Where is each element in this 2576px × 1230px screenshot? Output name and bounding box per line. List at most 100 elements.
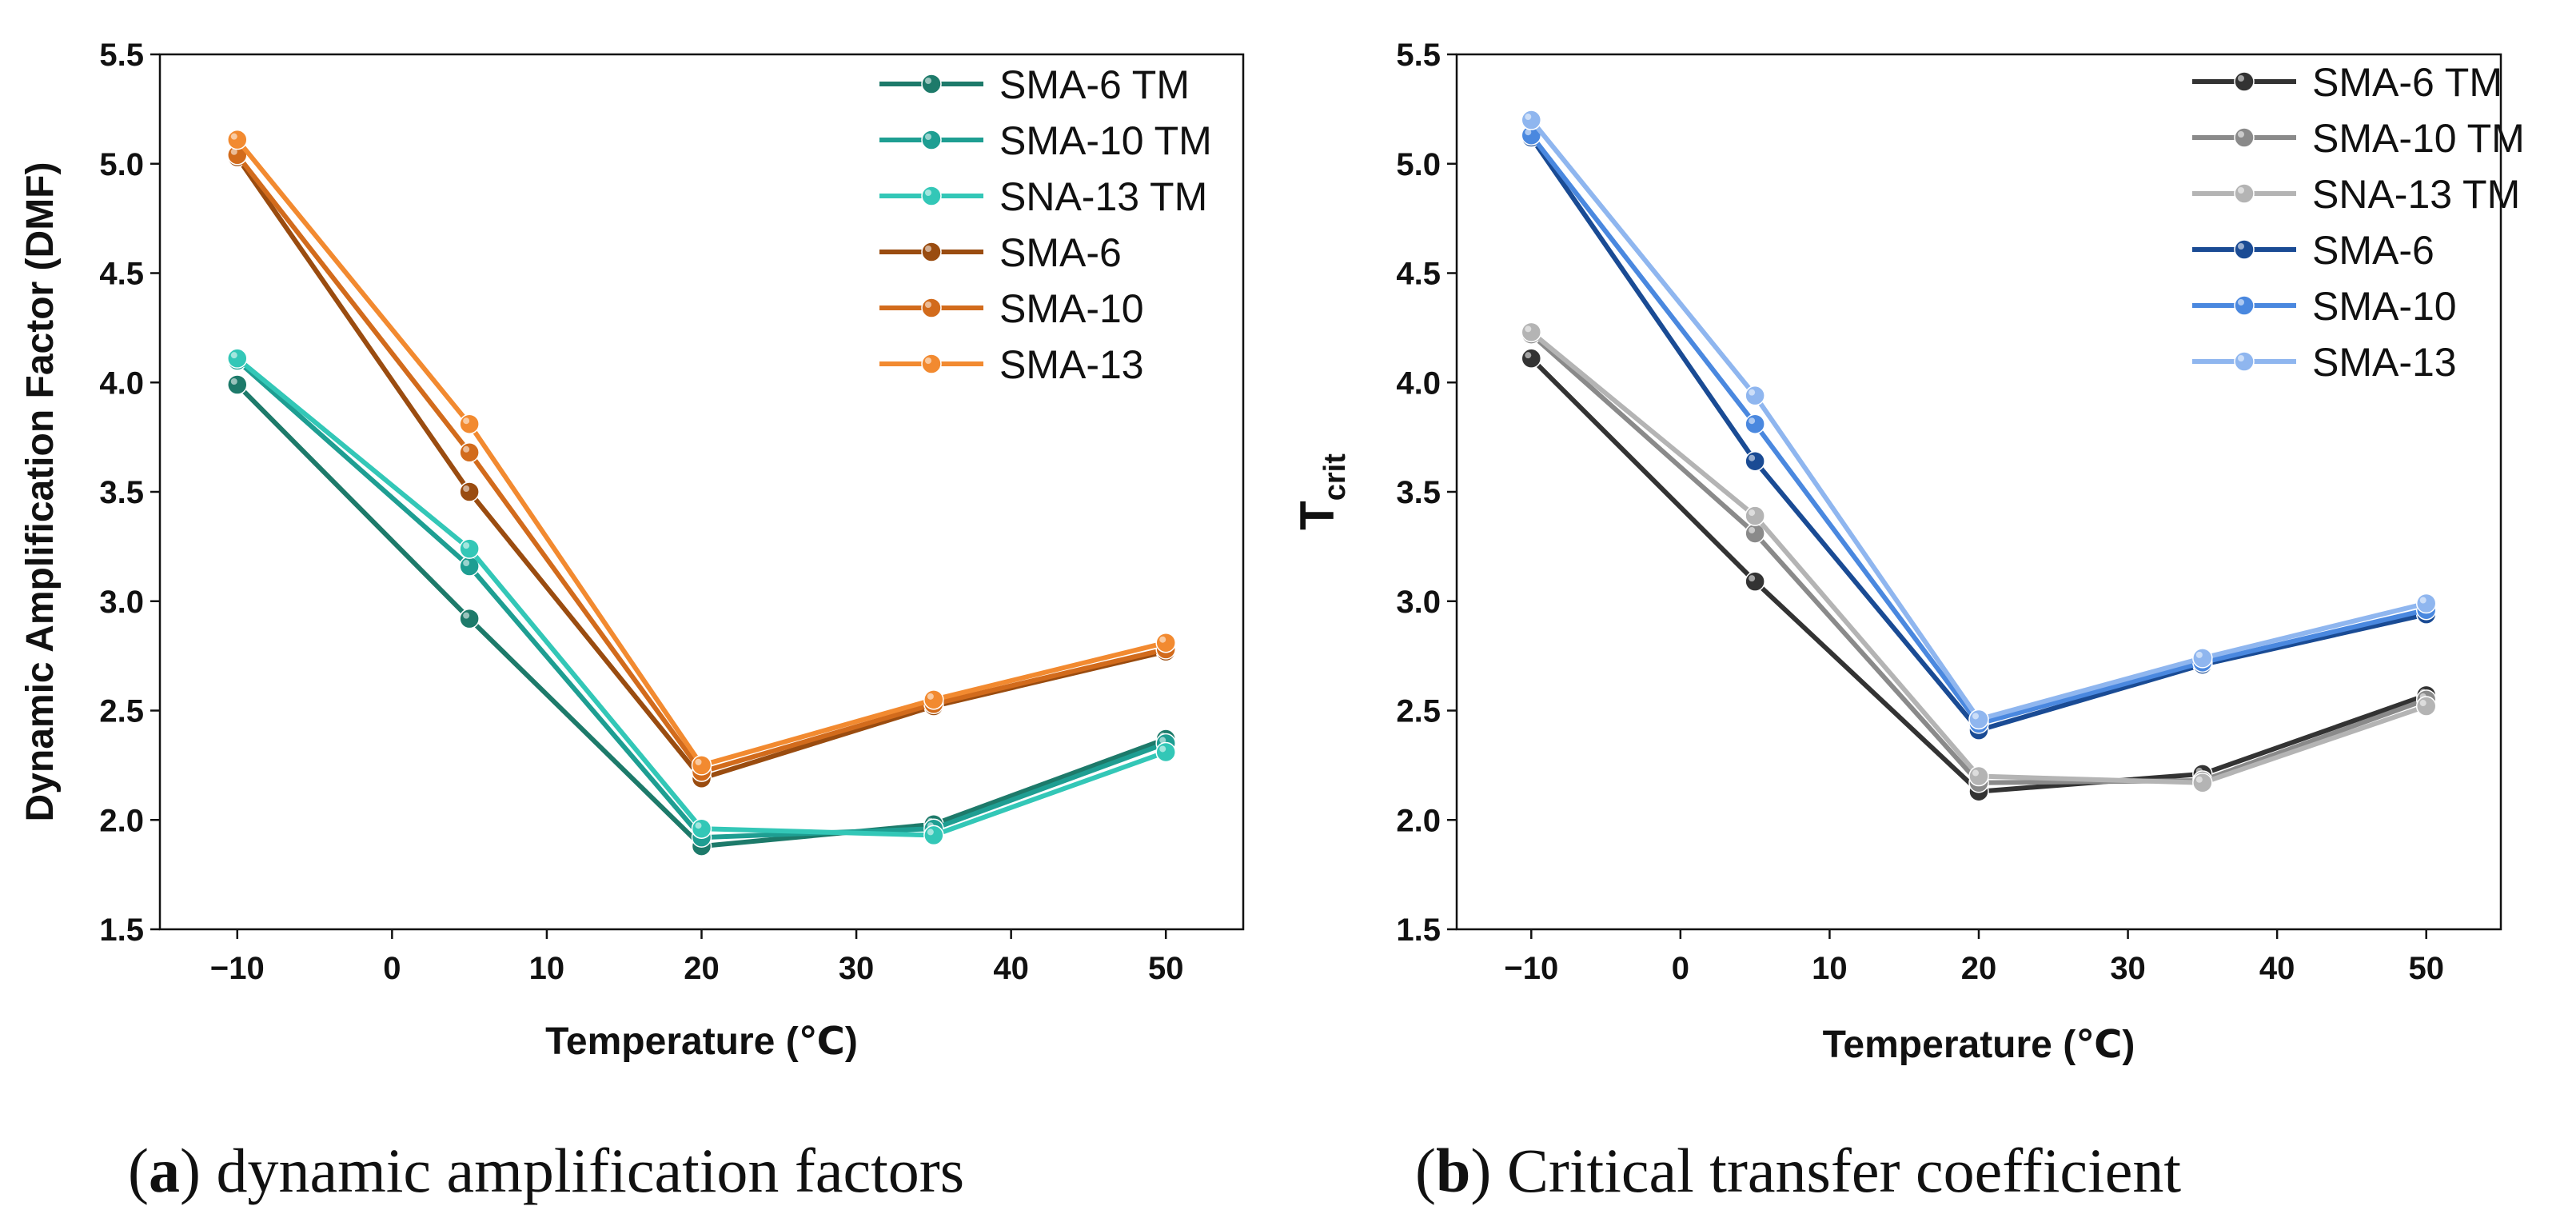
data-point [1155, 741, 1176, 763]
legend-marker-highlight [2238, 243, 2244, 250]
caption-open-paren: ( [128, 1136, 149, 1205]
data-point-highlight [927, 829, 934, 836]
legend-marker-highlight [925, 302, 931, 308]
data-point-highlight [695, 822, 702, 829]
legend-entry-label: SMA-10 [2312, 284, 2457, 329]
panel-caption: (b) Critical transfer coefficient [1415, 1136, 2181, 1205]
legend-entry-label: SMA-13 [2312, 340, 2457, 385]
y-axis-title: Dynamic Amplification Factor (DMF) [19, 162, 62, 822]
legend-entry-label: SMA-10 TM [999, 118, 1212, 163]
data-point [923, 825, 944, 846]
y-tick-label: 2.5 [99, 694, 144, 729]
x-tick-label: 30 [839, 951, 875, 986]
data-point [2415, 593, 2437, 614]
legend-marker [921, 242, 942, 262]
legend-entry-label: SMA-6 TM [999, 62, 1190, 107]
y-tick-label: 2.0 [99, 803, 144, 838]
legend-marker-highlight [925, 246, 931, 252]
legend-marker-highlight [2238, 299, 2244, 306]
data-point [459, 481, 480, 502]
data-point [227, 129, 248, 150]
data-point-highlight [1525, 114, 1532, 121]
y-tick-label: 2.5 [1396, 694, 1441, 729]
legend-marker [2234, 127, 2255, 148]
legend-marker-highlight [925, 357, 931, 364]
data-point [691, 755, 712, 776]
data-point [1968, 709, 1989, 730]
legend-marker [2234, 295, 2255, 316]
legend-entry-label: SNA-13 TM [2312, 172, 2520, 217]
data-point [1155, 632, 1176, 653]
data-point [1521, 110, 1542, 130]
legend-entry-label: SMA-13 [999, 342, 1144, 387]
legend-entry-label: SMA-10 TM [2312, 116, 2525, 161]
data-point-highlight [1749, 417, 1756, 425]
data-point-highlight [927, 693, 934, 700]
data-point-highlight [2419, 597, 2426, 604]
y-tick-label: 3.5 [1396, 475, 1441, 510]
x-axis-title: Temperature (℃) [1823, 1024, 2135, 1066]
data-point-highlight [1749, 389, 1756, 396]
y-tick-label: 3.5 [99, 475, 144, 510]
data-point [227, 348, 248, 369]
legend-marker-highlight [925, 78, 931, 84]
x-tick-label: −10 [210, 951, 265, 986]
data-point [1521, 321, 1542, 343]
data-point-highlight [463, 445, 470, 453]
data-point-highlight [1159, 636, 1166, 643]
data-point [1745, 571, 1765, 592]
legend-marker [2234, 239, 2255, 260]
data-point [1745, 450, 1765, 472]
x-tick-label: 20 [1961, 951, 1997, 986]
data-point-highlight [230, 148, 237, 155]
x-axis-title: Temperature (℃) [545, 1020, 858, 1063]
legend-marker [2234, 71, 2255, 92]
y-axis-title: Tcrit [1290, 453, 1352, 530]
data-point [1521, 348, 1542, 369]
x-tick-label: 20 [684, 951, 720, 986]
data-point-highlight [1749, 526, 1756, 533]
caption-text: dynamic amplification factors [216, 1136, 964, 1205]
legend-marker-highlight [925, 190, 931, 196]
legend-entry-label: SMA-6 [2312, 228, 2434, 273]
legend-entry-label: SNA-13 TM [999, 174, 1207, 219]
y-tick-label: 4.5 [99, 257, 144, 292]
data-point-highlight [230, 352, 237, 359]
y-tick-label: 4.5 [1396, 257, 1441, 292]
x-tick-label: 0 [383, 951, 401, 986]
y-tick-label: 1.5 [1396, 913, 1441, 948]
series-line-b-5 [1529, 118, 2429, 722]
legend-marker-highlight [2238, 75, 2244, 82]
y-tick-label: 3.0 [1396, 585, 1441, 620]
y-tick-label: 5.5 [1396, 38, 1441, 73]
panel-caption: (a) dynamic amplification factors [128, 1136, 964, 1205]
data-point [459, 538, 480, 559]
legend-marker-highlight [2238, 355, 2244, 361]
x-tick-label: 40 [993, 951, 1029, 986]
data-point [1745, 413, 1765, 434]
y-tick-label: 2.0 [1396, 803, 1441, 838]
legend-marker [921, 74, 942, 94]
caption-text: Critical transfer coefficient [1507, 1136, 2181, 1205]
data-point-highlight [463, 559, 470, 566]
legend-marker [921, 186, 942, 206]
legend-marker [921, 298, 942, 318]
data-point [2192, 773, 2213, 793]
data-point [227, 374, 248, 395]
data-point [459, 442, 480, 463]
legend-marker [921, 130, 942, 150]
data-point-highlight [1159, 745, 1166, 753]
data-point-highlight [1749, 454, 1756, 461]
legend-marker-highlight [2238, 131, 2244, 138]
data-point [1968, 765, 1989, 787]
data-point-highlight [463, 542, 470, 549]
y-axis-title-subscript: crit [1318, 453, 1352, 501]
chart-panel-b: 1.5 2.0 2.5 3.0 3.5 4.0 4.5 5.0 5.5 −10 0 10 20 30 40 5… [1290, 38, 2525, 1205]
data-point-highlight [463, 417, 470, 425]
data-point [923, 689, 944, 710]
y-tick-label: 5.0 [99, 147, 144, 182]
data-point-highlight [2419, 700, 2426, 707]
data-point-highlight [463, 612, 470, 619]
data-point-highlight [463, 485, 470, 492]
